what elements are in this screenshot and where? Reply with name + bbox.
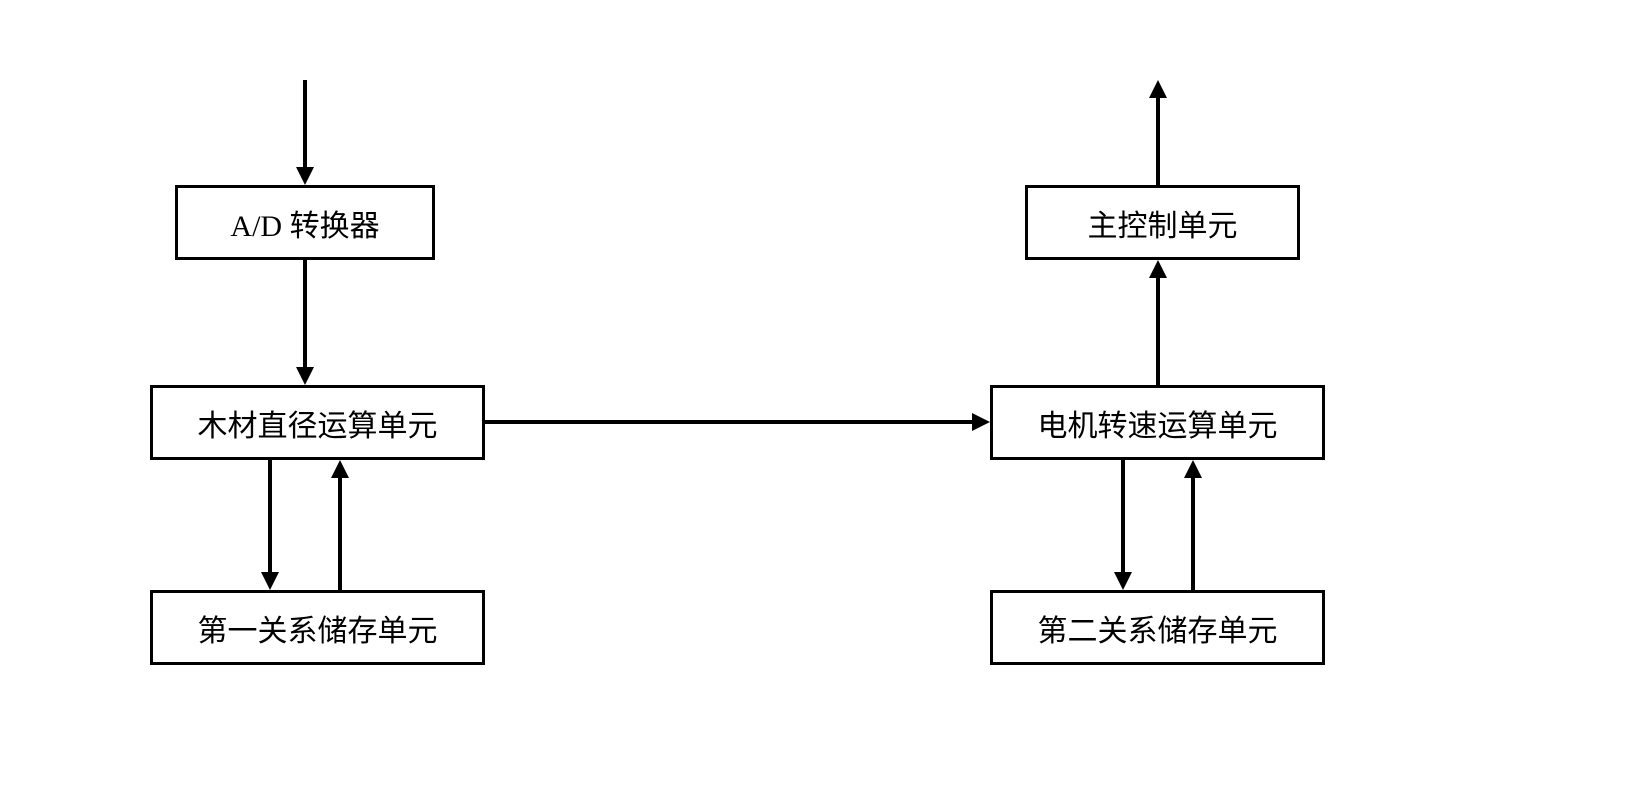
arrow-diameter-to-motor-head xyxy=(972,413,990,431)
second-storage-label: 第二关系储存单元 xyxy=(1038,606,1278,650)
arrow-diameter-to-first-down-head xyxy=(261,572,279,590)
arrow-motor-to-main xyxy=(1156,275,1160,385)
arrow-diameter-to-motor xyxy=(485,420,975,424)
arrow-input-to-ad-head xyxy=(296,167,314,185)
arrow-ad-to-diameter xyxy=(303,260,307,370)
arrow-main-to-output-head xyxy=(1149,80,1167,98)
motor-speed-calc-box: 电机转速运算单元 xyxy=(990,385,1325,460)
arrow-motor-to-main-head xyxy=(1149,260,1167,278)
second-storage-box: 第二关系储存单元 xyxy=(990,590,1325,665)
arrow-motor-to-second-down-head xyxy=(1114,572,1132,590)
arrow-first-to-diameter-up-head xyxy=(331,460,349,478)
arrow-main-to-output xyxy=(1156,95,1160,185)
main-control-box: 主控制单元 xyxy=(1025,185,1300,260)
arrow-ad-to-diameter-head xyxy=(296,367,314,385)
ad-converter-label: A/D 转换器 xyxy=(230,201,379,245)
arrow-second-to-motor-up-head xyxy=(1184,460,1202,478)
arrow-first-to-diameter-up xyxy=(338,475,342,590)
arrow-input-to-ad xyxy=(303,80,307,170)
first-storage-box: 第一关系储存单元 xyxy=(150,590,485,665)
main-control-label: 主控制单元 xyxy=(1088,201,1238,245)
diameter-calc-label: 木材直径运算单元 xyxy=(198,401,438,445)
ad-converter-box: A/D 转换器 xyxy=(175,185,435,260)
arrow-second-to-motor-up xyxy=(1191,475,1195,590)
first-storage-label: 第一关系储存单元 xyxy=(198,606,438,650)
motor-speed-calc-label: 电机转速运算单元 xyxy=(1038,401,1278,445)
arrow-diameter-to-first-down xyxy=(268,460,272,575)
diameter-calc-box: 木材直径运算单元 xyxy=(150,385,485,460)
arrow-motor-to-second-down xyxy=(1121,460,1125,575)
